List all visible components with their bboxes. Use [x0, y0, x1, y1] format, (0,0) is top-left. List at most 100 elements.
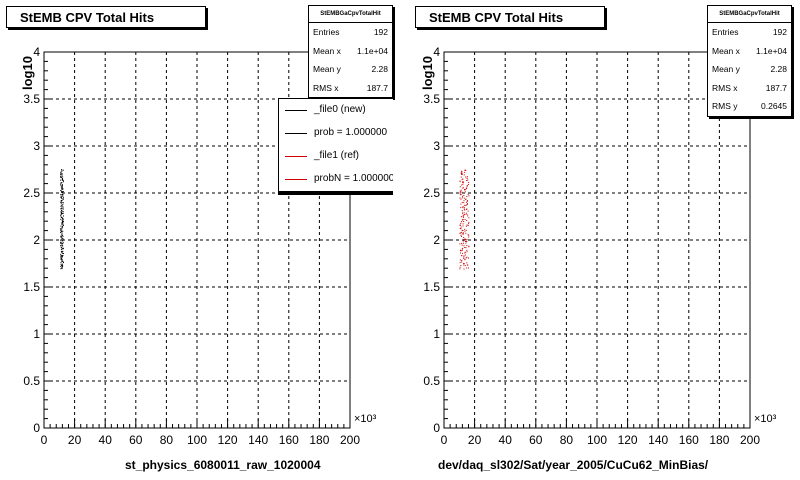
data-point — [466, 208, 468, 210]
data-point — [60, 263, 62, 265]
data-point — [462, 181, 464, 183]
data-point — [464, 228, 466, 230]
legend: _file0 (new) prob = 1.000000 _file1 (ref… — [278, 98, 393, 192]
legend-line — [285, 179, 307, 180]
data-point — [62, 265, 64, 267]
data-point — [464, 247, 466, 249]
data-point — [465, 239, 467, 241]
x-exponent-label: ×10³ — [754, 413, 777, 425]
data-point — [61, 252, 63, 254]
x-tick-label: 20 — [468, 433, 482, 447]
data-point — [460, 222, 462, 224]
data-point — [466, 200, 468, 202]
data-point — [62, 179, 64, 181]
data-point — [61, 242, 63, 244]
data-point — [60, 184, 62, 186]
data-point — [464, 218, 466, 220]
data-point — [465, 225, 467, 227]
data-point — [60, 195, 62, 197]
y-tick-label: 1.5 — [23, 280, 40, 294]
y-tick-label: 0 — [33, 421, 40, 435]
data-point — [463, 200, 465, 202]
data-point — [464, 189, 466, 191]
stats-row-rms-y: RMS y 0.2645 — [712, 101, 787, 111]
data-point — [461, 210, 463, 212]
data-point — [62, 169, 64, 171]
data-point — [61, 178, 63, 180]
data-point — [62, 252, 64, 254]
data-point — [461, 216, 463, 218]
data-point — [468, 195, 470, 197]
data-point — [462, 215, 464, 217]
data-point — [462, 206, 464, 208]
data-point — [464, 230, 466, 232]
x-tick-label: 180 — [309, 433, 329, 447]
data-point — [466, 267, 468, 269]
data-point — [463, 245, 465, 247]
data-point — [61, 188, 63, 190]
data-point — [463, 264, 465, 266]
y-tick-label: 1 — [433, 327, 440, 341]
data-point — [62, 239, 64, 241]
data-point — [463, 207, 465, 209]
data-point — [61, 191, 63, 193]
data-point — [60, 176, 62, 178]
data-point — [62, 198, 64, 200]
data-point — [462, 240, 464, 242]
data-point — [460, 234, 462, 236]
data-point — [61, 248, 63, 250]
x-tick-label: 160 — [279, 433, 299, 447]
data-point — [461, 197, 463, 199]
data-point — [60, 253, 62, 255]
data-point — [62, 225, 64, 227]
data-point — [459, 197, 461, 199]
data-point — [60, 182, 62, 184]
y-tick-label: 2.5 — [423, 186, 440, 200]
data-point — [463, 174, 465, 176]
data-point — [61, 231, 63, 233]
data-point — [62, 240, 64, 242]
data-point — [62, 221, 64, 223]
data-point — [62, 211, 64, 213]
data-point — [459, 249, 461, 251]
data-point — [460, 265, 462, 267]
data-point — [459, 262, 461, 264]
data-point — [468, 245, 470, 247]
data-point — [467, 224, 469, 226]
data-point — [466, 200, 468, 202]
data-point — [60, 214, 62, 216]
x-tick-label: 80 — [160, 433, 174, 447]
data-point — [61, 201, 63, 203]
data-point — [60, 242, 62, 244]
data-point — [464, 258, 466, 260]
data-point — [460, 232, 462, 234]
data-point — [464, 252, 466, 254]
data-point — [60, 257, 62, 259]
x-axis-label: dev/daq_sl302/Sat/year_2005/CuCu62_MinBi… — [438, 458, 709, 472]
x-tick-label: 40 — [99, 433, 113, 447]
data-point — [62, 219, 64, 221]
x-tick-label: 120 — [218, 433, 238, 447]
x-tick-label: 140 — [648, 433, 668, 447]
data-point — [60, 171, 62, 173]
y-tick-label: 3 — [433, 139, 440, 153]
data-point — [61, 179, 63, 181]
data-point — [461, 230, 463, 232]
data-point — [61, 244, 63, 246]
data-point — [60, 218, 62, 220]
data-point — [61, 227, 63, 229]
data-point — [62, 222, 64, 224]
data-point — [62, 218, 64, 220]
stats-row-mean-x: Mean x 1.1e+04 — [712, 45, 787, 56]
data-point — [460, 176, 462, 178]
data-point — [461, 173, 463, 175]
data-point — [62, 198, 64, 200]
data-point — [61, 219, 63, 221]
data-point — [62, 247, 64, 249]
data-point — [63, 196, 65, 198]
data-point — [460, 250, 462, 252]
data-point — [62, 245, 64, 247]
data-point — [464, 254, 466, 256]
y-tick-label: 2.5 — [23, 186, 40, 200]
stats-row-entries: Entries 192 — [712, 27, 787, 37]
